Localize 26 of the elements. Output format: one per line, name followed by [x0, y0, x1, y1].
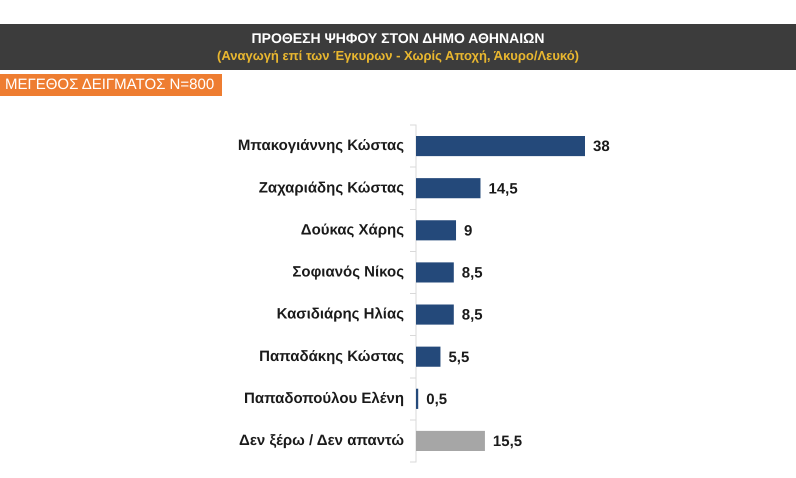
- y-tick-label: Ζαχαριάδης Κώστας: [258, 179, 404, 196]
- y-tick-label: Μπακογιάννης Κώστας: [238, 137, 404, 154]
- y-tick-label: Δούκας Χάρης: [300, 221, 404, 238]
- bar: [416, 262, 454, 283]
- y-tick-label: Παπαδάκης Κώστας: [259, 348, 404, 365]
- data-label: 14,5: [488, 180, 518, 198]
- chart-subtitle: (Αναγωγή επί των Έγκυρων - Χωρίς Αποχή, Άκυρο/Λευκό): [216, 47, 580, 64]
- data-label: 0,5: [426, 390, 448, 408]
- bar: [416, 178, 480, 198]
- y-tick-label: Σοφιανός Νίκος: [292, 264, 404, 281]
- text: ΜΕΓΕΘΟΣ ΔΕΙΓΜΑΤΟΣ Ν=800: [0, 74, 222, 96]
- bar: [416, 136, 585, 156]
- data-label: 8,5: [462, 264, 483, 282]
- bar: [416, 304, 454, 325]
- data-label: 8,5: [462, 306, 483, 324]
- data-label: 5,5: [448, 348, 470, 366]
- y-tick-label: Κασιδιάρης Ηλίας: [276, 306, 404, 323]
- bar: [416, 220, 456, 240]
- bar: [416, 346, 440, 367]
- data-label: 9: [464, 222, 472, 240]
- y-tick-label: Παπαδοπούλου Ελένη: [244, 390, 404, 407]
- data-label: 15,5: [492, 433, 522, 450]
- data-label: 38: [593, 138, 610, 156]
- y-tick-label: Δεν ξέρω / Δεν απαντώ: [239, 432, 404, 450]
- chart-title: ΠΡΟΘΕΣΗ ΨΗΦΟΥ ΣΤΟΝ ΔΗΜΟ ΑΘΗΝΑΙΩΝ: [250, 30, 546, 47]
- bar: [416, 430, 485, 452]
